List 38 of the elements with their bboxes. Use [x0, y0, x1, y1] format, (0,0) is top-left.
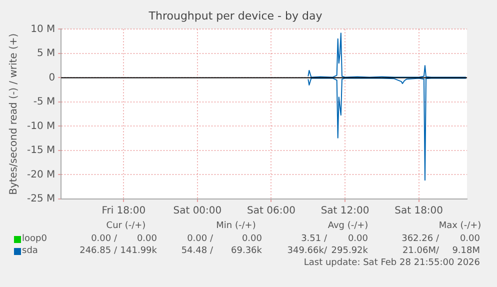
- text: 0.00: [136, 233, 157, 245]
- text: 295.92k: [331, 245, 368, 257]
- y-tick-label: -5 M: [33, 96, 56, 108]
- text: 69.36k: [231, 245, 262, 257]
- text: Avg (-/+): [328, 220, 368, 232]
- text: 3.51 /: [301, 233, 327, 245]
- x-tick-label: Sat 00:00: [173, 206, 222, 217]
- text: 21.06M/: [402, 245, 439, 257]
- text: Min (-/+): [216, 220, 256, 232]
- text: 141.99k: [120, 245, 157, 257]
- text: 0.00 /: [187, 233, 213, 245]
- text: 362.26 /: [402, 233, 439, 245]
- y-tick-label: 10 M: [30, 24, 56, 35]
- text: 0.00 /: [91, 233, 117, 245]
- x-tick-label: Fri 18:00: [102, 206, 146, 217]
- text: 349.66k/: [287, 245, 327, 257]
- text: 0.00: [242, 233, 262, 245]
- y-axis-title: Bytes/second read (-) / write (+): [8, 33, 20, 195]
- y-tick-label: -10 M: [27, 120, 56, 132]
- x-tick-label: Sat 18:00: [394, 206, 444, 217]
- text: Max (-/+): [438, 220, 482, 232]
- y-tick-label: -20 M: [27, 169, 56, 180]
- text: Last update: Sat Feb 28 21:55:00 2026: [304, 257, 480, 269]
- text: 0.00: [460, 233, 480, 245]
- x-tick-label: Sat 12:00: [320, 206, 370, 217]
- text: Cur (-/+): [106, 220, 146, 232]
- legend-label: loop0: [22, 233, 47, 245]
- y-tick-label: 5 M: [36, 48, 56, 60]
- chart-title: Throughput per device - by day: [148, 9, 323, 22]
- text: 246.85 /: [80, 245, 117, 257]
- y-tick-label: 0: [48, 72, 56, 84]
- x-tick-label: Sat 06:00: [247, 206, 296, 217]
- y-tick-label: -15 M: [27, 145, 56, 156]
- legend-label: sda: [22, 245, 38, 257]
- text: 9.18M: [452, 245, 480, 257]
- text: 0.00: [348, 233, 368, 245]
- y-tick-label: -25 M: [27, 194, 56, 205]
- text: 54.48 /: [181, 245, 213, 257]
